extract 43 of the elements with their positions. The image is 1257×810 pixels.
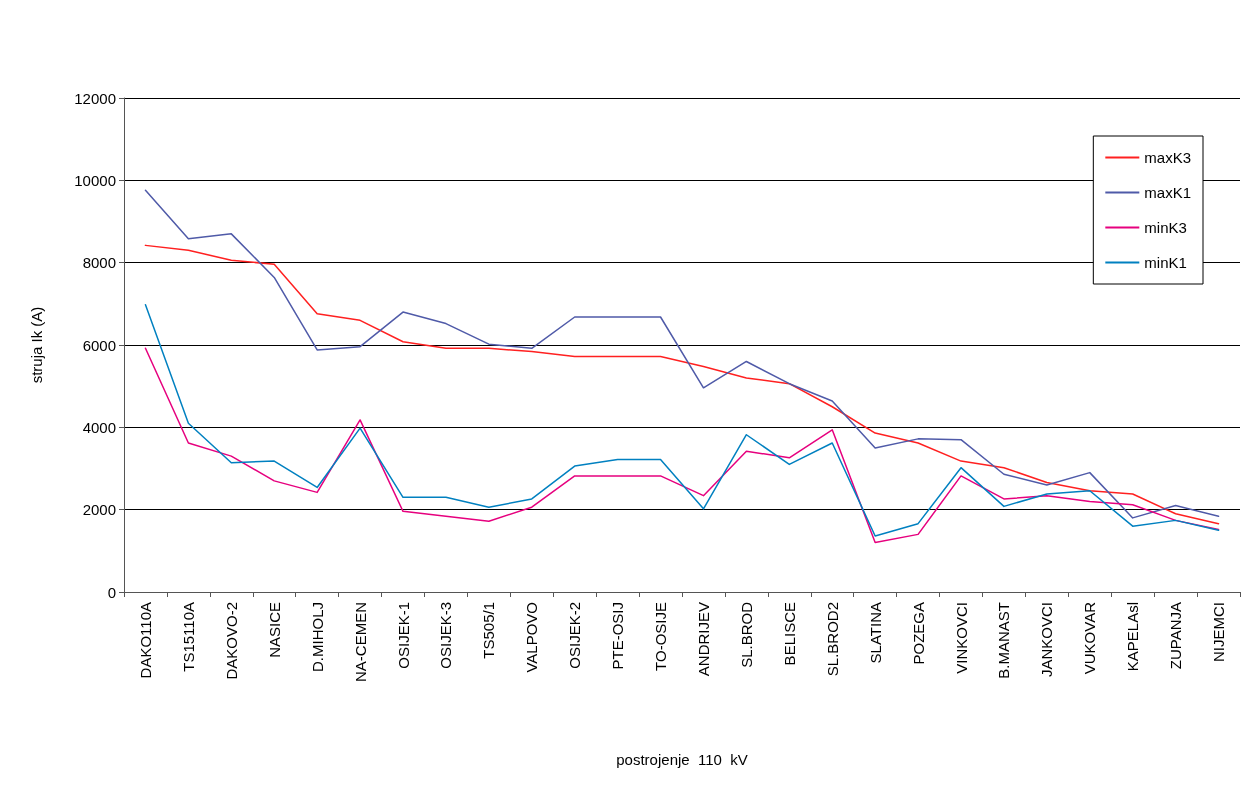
y-tick-label: 0 <box>107 583 116 601</box>
x-tick-label: OSIJEK-2 <box>566 602 584 669</box>
x-tick-label: OSIJEK-1 <box>394 602 412 669</box>
x-tick-label: NASICE <box>265 602 283 658</box>
y-tick-label: 12000 <box>74 89 116 107</box>
x-tick-label: KAPELAsl <box>1124 602 1142 672</box>
x-axis-title: postrojenje 110 kV <box>616 751 748 768</box>
x-tick-label: BELISCE <box>780 602 798 666</box>
y-tick-label: 8000 <box>82 254 116 272</box>
y-tick-label: 2000 <box>82 501 116 519</box>
x-tick-label: B.MANAST <box>995 602 1013 679</box>
x-tick-label: SLATINA <box>866 602 884 664</box>
y-tick-label: 4000 <box>82 418 116 436</box>
x-tick-label: SL.BROD2 <box>823 602 841 677</box>
legend-label: maxK1 <box>1144 184 1191 201</box>
x-tick-label: VALPOVO <box>523 602 541 673</box>
legend-label: minK3 <box>1144 219 1187 236</box>
x-tick-label: ANDRIJEV <box>694 602 712 677</box>
y-axis-title: struja Ik (A) <box>28 306 45 384</box>
y-tick-label: 10000 <box>74 171 116 189</box>
x-tick-label: D.MIHOLJ <box>308 602 326 673</box>
y-tick-label: 6000 <box>82 336 116 354</box>
x-tick-label: VUKOVAR <box>1081 601 1099 675</box>
x-tick-label: DAKOVO-2 <box>222 602 240 680</box>
x-tick-label: TS15110A <box>179 602 197 672</box>
x-tick-label: TS505/1 <box>480 602 498 659</box>
x-tick-label: JANKOVCI <box>1038 602 1056 678</box>
x-tick-label: ZUPANJA <box>1167 602 1185 670</box>
x-tick-label: NA-CEMEN <box>351 602 369 683</box>
x-tick-label: DAKO110A <box>136 602 154 679</box>
line-series <box>144 347 1220 544</box>
x-tick-label: PTE-OSIJ <box>609 602 627 670</box>
legend-label: minK1 <box>1144 254 1187 271</box>
x-tick-label: POZEGA <box>909 602 927 665</box>
x-tick-label: NIJEMCI <box>1210 602 1228 662</box>
line-series <box>144 303 1220 537</box>
x-tick-label: SL.BROD <box>737 601 755 668</box>
x-tick-label: TO-OSIJE <box>652 602 670 671</box>
legend-label: maxK3 <box>1144 149 1191 166</box>
line-series <box>144 189 1220 519</box>
line-series <box>144 244 1220 525</box>
x-tick-label: OSIJEK-3 <box>437 602 455 669</box>
x-tick-label: VINKOVCI <box>952 602 970 674</box>
